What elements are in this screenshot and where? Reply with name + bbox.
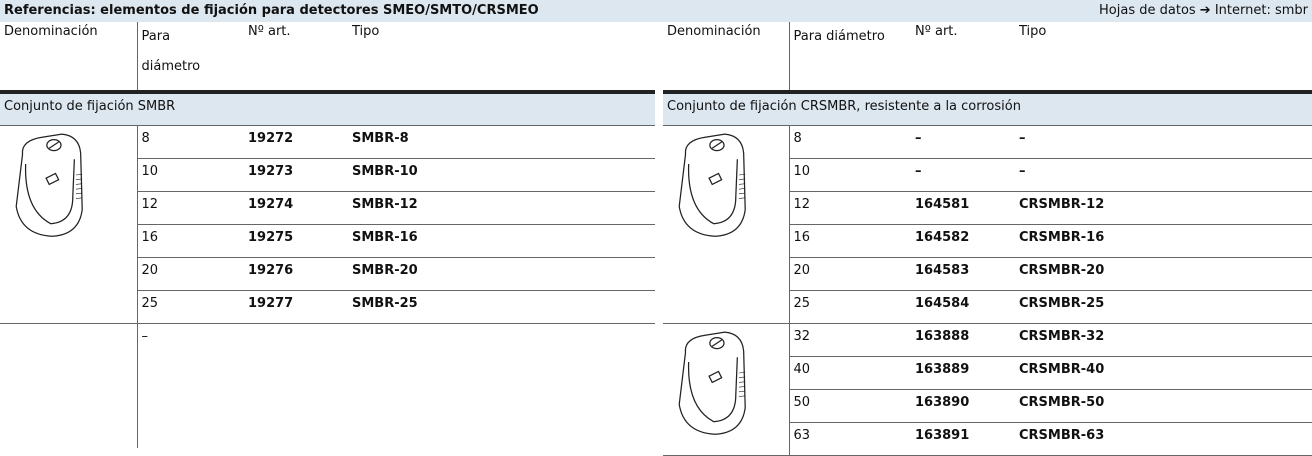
cell: 164584	[898, 290, 1015, 324]
cell: 19275	[231, 224, 348, 258]
cell: 164581	[898, 191, 1015, 225]
cell: 12	[788, 191, 898, 225]
column-header: Nº art.	[231, 22, 348, 94]
column-header: Para diámetro	[788, 22, 898, 94]
clamp-icon	[669, 131, 757, 241]
column-header: Para diámetro	[136, 22, 231, 94]
data-row: 20 19276 SMBR-20	[0, 257, 655, 291]
image-cell	[663, 125, 789, 324]
cell: SMBR-12	[348, 191, 655, 225]
data-row: 50 163890 CRSMBR-50	[663, 389, 1312, 423]
column-header: Denominación	[663, 22, 789, 94]
cell: CRSMBR-40	[1015, 356, 1312, 390]
cell: 12	[136, 191, 231, 225]
cell: 19272	[231, 125, 348, 159]
cell: 20	[788, 257, 898, 291]
cell: 164583	[898, 257, 1015, 291]
data-row: 16 19275 SMBR-16	[0, 224, 655, 258]
data-row: 16 164582 CRSMBR-16	[663, 224, 1312, 258]
clamp-icon	[669, 329, 757, 439]
data-row: 25 19277 SMBR-25	[0, 290, 655, 324]
cell: 63	[788, 422, 898, 456]
cell: 163889	[898, 356, 1015, 390]
cell: –	[1015, 158, 1312, 192]
cell: CRSMBR-20	[1015, 257, 1312, 291]
note-row: –	[0, 323, 655, 449]
header-bar: Referencias: elementos de fijación para …	[0, 0, 1312, 22]
datasheet-link: Hojas de datos ➔ Internet: smbr	[1099, 3, 1308, 18]
cell: SMBR-8	[348, 125, 655, 159]
column-header: Nº art.	[898, 22, 1015, 94]
title: Referencias: elementos de fijación para …	[4, 3, 539, 18]
cell: 163890	[898, 389, 1015, 423]
cell: 25	[136, 290, 231, 324]
data-row: 10 19273 SMBR-10	[0, 158, 655, 192]
cell: 16	[136, 224, 231, 258]
column-header: Denominación	[0, 22, 137, 94]
column-header: Tipo	[348, 22, 655, 94]
cell: CRSMBR-25	[1015, 290, 1312, 324]
section-row: Conjunto de fijación SMBR	[0, 92, 655, 126]
cell: 163888	[898, 323, 1015, 357]
image-cell	[663, 323, 789, 456]
header-row: Denominación Para diámetro Nº art. Tipo	[0, 22, 655, 94]
cell: CRSMBR-50	[1015, 389, 1312, 423]
cell: 32	[788, 323, 898, 357]
section-title: Conjunto de fijación CRSMBR, resistente …	[663, 92, 1312, 126]
cell: CRSMBR-12	[1015, 191, 1312, 225]
cell: CRSMBR-63	[1015, 422, 1312, 456]
data-row: 20 164583 CRSMBR-20	[663, 257, 1312, 291]
cell: 163891	[898, 422, 1015, 456]
cell: 16	[788, 224, 898, 258]
cell: 19274	[231, 191, 348, 225]
section-title: Conjunto de fijación SMBR	[0, 92, 655, 126]
cell: 19276	[231, 257, 348, 291]
data-row: 8– –	[663, 125, 1312, 324]
data-row: 40 163889 CRSMBR-40	[663, 356, 1312, 390]
cell: 8	[136, 125, 231, 159]
data-row: 25 164584 CRSMBR-25	[663, 290, 1312, 324]
cell: –	[898, 158, 1015, 192]
header-row: Denominación Para diámetro Nº art. Tipo	[663, 22, 1312, 94]
cell: SMBR-16	[348, 224, 655, 258]
data-row: 8 19272 SMBR-8	[0, 125, 655, 324]
cell: CRSMBR-32	[1015, 323, 1312, 357]
cell: SMBR-25	[348, 290, 655, 324]
cell: 8	[788, 125, 898, 159]
cell: –	[1015, 125, 1312, 159]
table: Denominación Para diámetro Nº art. Tipo Conj…	[663, 22, 1312, 456]
cell: 20	[136, 257, 231, 291]
column-header: Tipo	[1015, 22, 1312, 94]
data-row: 12 164581 CRSMBR-12	[663, 191, 1312, 225]
data-row: 10– –	[663, 158, 1312, 192]
cell: 50	[788, 389, 898, 423]
table: Denominación Para diámetro Nº art. Tipo Conj…	[0, 22, 655, 448]
clamp-icon	[6, 131, 94, 241]
cell: 25	[788, 290, 898, 324]
cell: –	[898, 125, 1015, 159]
cell: 10	[136, 158, 231, 192]
section-row: Conjunto de fijación CRSMBR, resistente …	[663, 92, 1312, 126]
empty-cell	[0, 324, 137, 449]
note: –	[136, 323, 655, 448]
cell: CRSMBR-16	[1015, 224, 1312, 258]
cell: 10	[788, 158, 898, 192]
data-row: 12 19274 SMBR-12	[0, 191, 655, 225]
cell: 19273	[231, 158, 348, 192]
cell: SMBR-20	[348, 257, 655, 291]
cell: 19277	[231, 290, 348, 324]
data-row: 32 163888 CRSMBR-32	[663, 323, 1312, 456]
image-cell	[0, 125, 137, 324]
cell: 40	[788, 356, 898, 390]
cell: 164582	[898, 224, 1015, 258]
cell: SMBR-10	[348, 158, 655, 192]
